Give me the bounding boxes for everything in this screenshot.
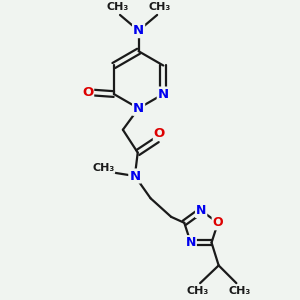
Text: N: N [196, 204, 206, 217]
Text: CH₃: CH₃ [106, 2, 129, 12]
Text: N: N [133, 102, 144, 115]
Text: CH₃: CH₃ [228, 286, 250, 296]
Text: CH₃: CH₃ [186, 286, 208, 296]
Text: O: O [154, 127, 165, 140]
Text: N: N [158, 88, 169, 100]
Text: N: N [133, 24, 144, 37]
Text: CH₃: CH₃ [92, 163, 115, 173]
Text: N: N [185, 236, 196, 249]
Text: CH₃: CH₃ [148, 2, 170, 12]
Text: O: O [82, 86, 93, 99]
Text: O: O [213, 216, 223, 229]
Text: N: N [129, 169, 140, 182]
